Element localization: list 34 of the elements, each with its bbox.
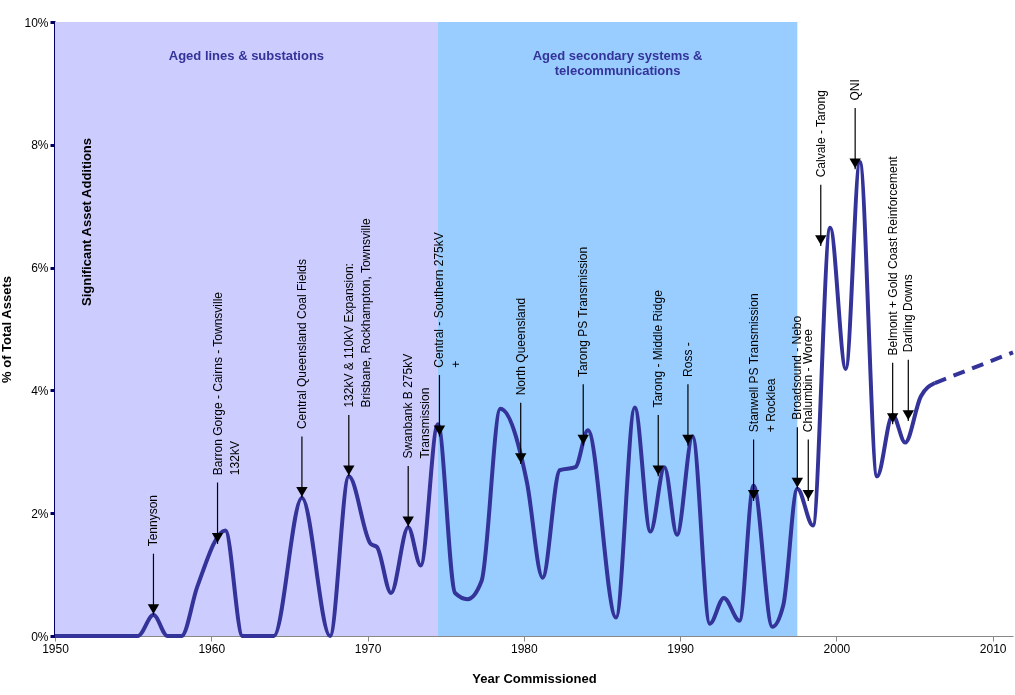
annotation: Central Queensland Coal Fields [294, 258, 309, 430]
annotation: Significant Asset Additions [79, 137, 94, 307]
annotation: Tarong PS Transmission [576, 246, 591, 377]
y-tick-label: 10% [24, 15, 49, 30]
x-tick-label: 1950 [42, 641, 70, 656]
x-tick-label: 1980 [510, 641, 539, 656]
y-tick-label: 6% [31, 261, 49, 276]
x-tick-label: 1960 [198, 641, 226, 656]
annotation: Stanwell PS Transmission + Rocklea [746, 293, 778, 433]
annotation: Tarong - Middle Ridge [651, 289, 666, 408]
y-tick-label: 0% [31, 629, 49, 644]
annotation: North Queensland [513, 297, 528, 396]
y-tick-label: 8% [31, 138, 49, 153]
annotation: Darling Downs [901, 274, 916, 353]
annotation: Chalumbin - Woree [801, 328, 816, 433]
x-tick-label: 2010 [979, 641, 1007, 656]
annotation: QNI [848, 79, 863, 101]
annotation: Tennyson [146, 494, 161, 547]
annotation: Central - Southern 275kV + [432, 232, 464, 368]
annotation: Ross - [680, 342, 695, 377]
y-tick-label: 4% [31, 383, 49, 398]
y-tick-label: 2% [31, 506, 49, 521]
x-tick-label: 2000 [823, 641, 851, 656]
y-axis-title: % of Total Assets [0, 276, 15, 383]
annotation: Barron Gorge - Cairns - Townsville 132kV [210, 291, 242, 476]
annotation: Swanbank B 275kV Transmission [401, 353, 433, 459]
x-tick-label: 1990 [667, 641, 695, 656]
annotation: Calvale - Tarong [813, 90, 828, 178]
band-label: Aged lines & substations [168, 48, 325, 63]
annotation: Belmont + Gold Coast Reinforcement [885, 155, 900, 356]
band-label: Aged secondary systems & telecommunications [532, 48, 703, 78]
x-tick-label: 1970 [354, 641, 382, 656]
annotation: 132kV & 110kV Expansion: Brisbane, Rockhampton, Townsville [341, 218, 373, 408]
x-axis-title: Year Commissioned [472, 670, 597, 686]
